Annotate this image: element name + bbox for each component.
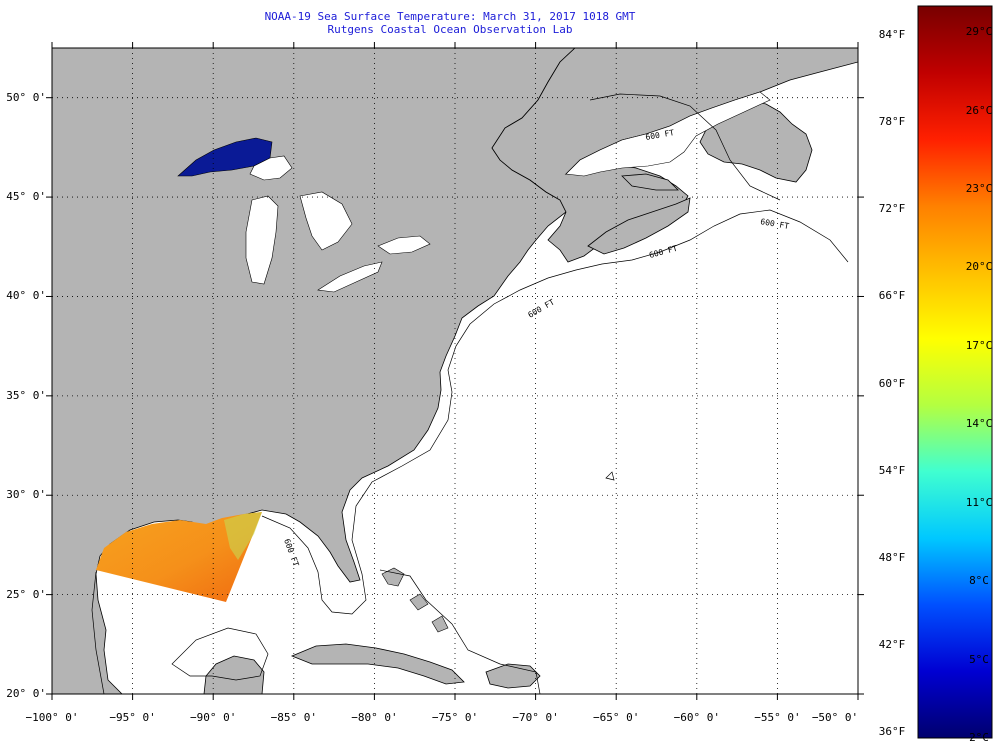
lon-tick-label: −60° 0' — [673, 711, 720, 724]
colorbar-fahrenheit-label: 60°F — [878, 376, 906, 390]
lat-tick-label: 30° 0' — [6, 488, 46, 502]
colorbar-celsius-label: 23°C — [965, 182, 993, 195]
nova-scotia-land — [587, 197, 691, 255]
lake-erie — [317, 261, 383, 293]
lat-tick-label: 45° 0' — [6, 190, 46, 204]
lat-tick-label: 35° 0' — [6, 388, 46, 402]
lat-tick-label: 20° 0' — [6, 687, 46, 700]
bahamas-contour — [379, 569, 541, 694]
lon-tick-label: −95° 0' — [109, 711, 156, 724]
shelf-contour — [91, 209, 849, 694]
cuba-land — [290, 643, 465, 685]
colorbar-celsius-label: 8°C — [969, 574, 989, 588]
lon-tick-label: −90° 0' — [190, 711, 237, 724]
lake-superior-sst — [177, 137, 273, 177]
colorbar-celsius-label: 11°C — [965, 495, 993, 509]
lat-grid — [46, 97, 864, 695]
gulf-deep-contour — [171, 627, 269, 681]
colorbar-fahrenheit-label: 84°F — [878, 28, 906, 42]
colorbar-fahrenheit-label: 42°F — [878, 638, 906, 652]
lon-tick-label: −55° 0' — [754, 711, 801, 724]
colorbar — [917, 5, 993, 739]
labrador-contour — [589, 93, 781, 201]
lon-tick-label: −75° 0' — [431, 711, 479, 724]
lake-ontario — [377, 235, 431, 255]
colorbar-fahrenheit-label: 48°F — [878, 550, 906, 564]
colorbar-fahrenheit-label: 72°F — [878, 202, 906, 216]
lake-superior-east — [249, 155, 293, 181]
colorbar-celsius-label: 20°C — [965, 260, 993, 274]
lat-tick-label: 25° 0' — [6, 587, 46, 601]
lon-tick-label: −85° 0' — [270, 711, 317, 724]
lon-tick-label: −100° 0' — [25, 711, 79, 724]
map-title: NOAA-19 Sea Surface Temperature: March 3… — [264, 10, 636, 23]
lon-grid — [51, 42, 859, 700]
lake-huron — [299, 191, 353, 251]
colorbar-celsius-label: 2°C — [969, 731, 989, 744]
colorbar-celsius-label: 5°C — [969, 652, 989, 666]
colorbar-fahrenheit-label: 36°F — [878, 725, 906, 739]
lon-tick-label: −50° 0' — [811, 711, 859, 724]
colorbar-celsius-label: 29°C — [965, 25, 993, 39]
yucatan-land — [203, 655, 265, 694]
colorbar-fahrenheit-label: 78°F — [878, 115, 906, 129]
gulf-sst-cool-band — [224, 512, 262, 560]
colorbar-fahrenheit-label: 54°F — [878, 463, 906, 477]
lat-tick-label: 50° 0' — [6, 90, 46, 104]
anticosti-land — [621, 173, 679, 191]
lon-tick-label: −65° 0' — [593, 711, 640, 724]
lat-tick-label: 40° 0' — [6, 289, 46, 303]
map-frame — [51, 47, 859, 695]
lake-michigan — [245, 195, 279, 285]
colorbar-fahrenheit-label: 66°F — [878, 289, 906, 303]
lon-tick-label: −70° 0' — [512, 711, 559, 724]
lon-tick-label: −80° 0' — [351, 711, 398, 724]
bahamas-land — [381, 567, 449, 633]
gulf-sst-swath — [96, 512, 262, 602]
gulf-stream-eddy — [605, 471, 615, 481]
colorbar-celsius-label: 26°C — [965, 103, 993, 117]
map-subtitle: Rutgens Coastal Ocean Observation Lab — [327, 23, 573, 36]
st-lawrence-estuary — [565, 91, 771, 177]
colorbar-celsius-label: 14°C — [965, 417, 993, 431]
colorbar-celsius-label: 17°C — [965, 338, 993, 352]
